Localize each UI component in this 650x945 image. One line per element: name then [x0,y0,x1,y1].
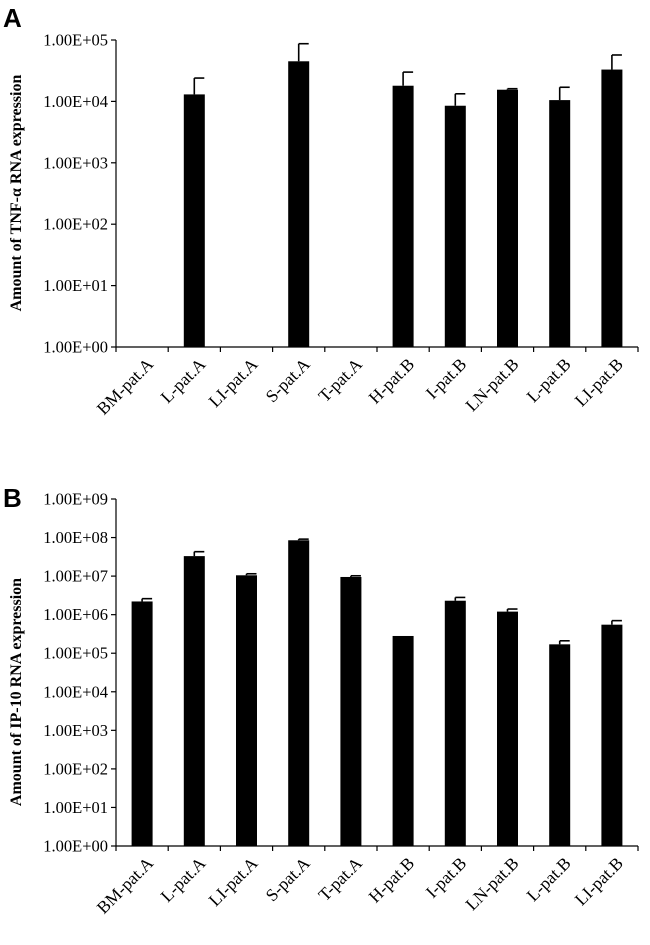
panel-b-y-tick-label: 1.00E+02 [43,759,108,778]
panel-b-category-label: H-pat.B [364,853,418,907]
panel-a-y-axis-label: Amount of TNF-α RNA expression [8,75,25,312]
panel-a-y-tick-label: 1.00E+01 [43,276,108,295]
panel-b-bar [183,556,205,846]
panel-a-y-tick-label: 1.00E+04 [43,92,108,111]
panel-a-bar [601,69,623,348]
panel-a-letter: A [3,3,22,33]
panel-b-category-label: S-pat.A [261,853,314,906]
panel-b-y-tick-label: 1.00E+08 [43,528,108,547]
panel-b-y-tick-label: 1.00E+07 [43,567,108,586]
panel-b-category-label: L-pat.B [522,853,574,905]
panel-b-category-label: T-pat.A [314,853,366,905]
panel-b-y-tick-label: 1.00E+06 [43,605,108,624]
panel-b-y-axis-label: Amount of IP-10 RNA expression [8,578,25,806]
panel-b-y-tick-label: 1.00E+04 [43,682,108,701]
panel-a-y-tick-label: 1.00E+02 [43,215,108,234]
panel-b-letter: B [3,483,22,513]
panel-a-category-label: L-pat.A [156,354,209,407]
panel-a-bar [288,61,310,347]
panel-b-y-tick-label: 1.00E+05 [43,644,108,663]
panel-b-y-tick-label: 1.00E+03 [43,721,108,740]
panel-a-category-label: LI-pat.B [571,354,627,410]
panel-a-bar [549,100,571,348]
panel-a-category-label: T-pat.A [314,354,366,406]
panel-b-bar [497,611,518,846]
panel-a-category-label: S-pat.A [261,354,314,407]
panel-b-y-tick-label: 1.00E+09 [43,490,108,509]
panel-b-bar [601,624,623,846]
panel-b-bar [444,600,466,846]
panel-a-bar [497,89,518,348]
panel-b-y-tick-label: 1.00E+01 [43,798,108,817]
panel-a-category-label: L-pat.B [522,354,574,406]
panel-a-y-tick-label: 1.00E+00 [43,338,108,357]
panel-b-bar [236,575,257,846]
panel-b-bar [340,576,362,846]
panel-b-bar [131,601,153,846]
panel-b-category-label: LI-pat.B [571,853,627,909]
panel-a-category-label: H-pat.B [364,354,418,408]
panel-a-y-tick-label: 1.00E+05 [43,31,108,50]
panel-b-category-label: LI-pat.A [204,853,261,910]
panel-a-category-label: LI-pat.A [204,354,261,411]
panel-b-bar [288,540,310,846]
panel-a-category-label: BM-pat.A [93,354,158,419]
panel-b-category-label: BM-pat.A [93,853,158,918]
panel-a-bar [183,94,205,348]
panel-a-category-label: I-pat.B [422,354,471,403]
panel-a-y-tick-label: 1.00E+03 [43,153,108,172]
panel-b-bar [392,635,414,846]
chart-panel-a: A Amount of TNF-α RNA expression 1.00E+0… [3,3,639,419]
panel-b-category-label: I-pat.B [422,853,471,902]
panel-b-bar [549,644,571,846]
panel-b-category-label: L-pat.A [156,853,209,906]
panel-a-category-label: LN-pat.B [461,354,522,415]
chart-panel-b: B Amount of IP-10 RNA expression 1.00E+0… [3,483,639,918]
panel-a-bar [392,85,414,348]
panel-b-category-label: LN-pat.B [461,853,522,914]
panel-b-y-tick-label: 1.00E+00 [43,837,108,856]
panel-a-bar [444,105,466,348]
